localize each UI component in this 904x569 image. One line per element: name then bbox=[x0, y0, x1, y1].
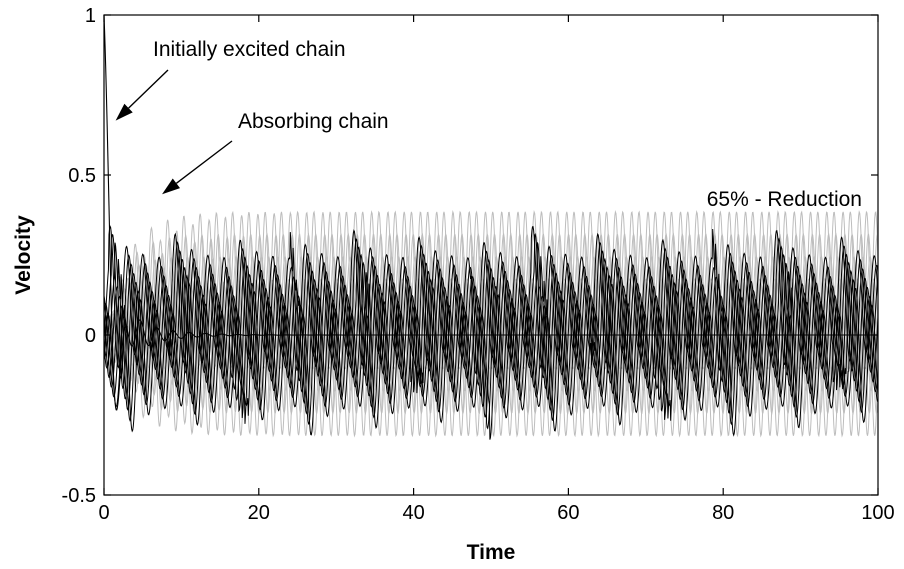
x-tick-label: 60 bbox=[557, 502, 579, 524]
x-axis-title: Time bbox=[467, 541, 516, 564]
x-tick-label: 40 bbox=[402, 502, 424, 524]
initially-excited-chain-line bbox=[103, 253, 879, 413]
axis-ticks: 0 20 40 60 80 100-0.500.51 bbox=[62, 5, 895, 524]
annotation-absorbing: Absorbing chain bbox=[238, 110, 389, 133]
y-tick-label: -0.5 bbox=[62, 485, 96, 507]
initially-excited-chain-line bbox=[103, 233, 879, 393]
x-tick-label: 0 bbox=[98, 502, 109, 524]
y-tick-label: 0 bbox=[85, 325, 96, 347]
initially-excited-chain-line bbox=[103, 242, 879, 402]
y-tick-label: 0.5 bbox=[68, 165, 96, 187]
x-tick-label: 80 bbox=[712, 502, 734, 524]
series-curves bbox=[103, 14, 879, 440]
plot-frame bbox=[103, 14, 879, 496]
annotation-reduction: 65% - Reduction bbox=[707, 188, 862, 211]
annotation-initially-excited: Initially excited chain bbox=[153, 38, 346, 61]
arrow-absorbing bbox=[162, 140, 233, 195]
x-tick-label: 20 bbox=[248, 502, 270, 524]
y-tick-label: 1 bbox=[85, 5, 96, 27]
y-axis-title: Velocity bbox=[12, 215, 35, 295]
x-tick-label: 100 bbox=[861, 502, 894, 524]
arrow-initially-excited bbox=[115, 69, 169, 121]
initially-excited-chain-line bbox=[103, 224, 879, 383]
